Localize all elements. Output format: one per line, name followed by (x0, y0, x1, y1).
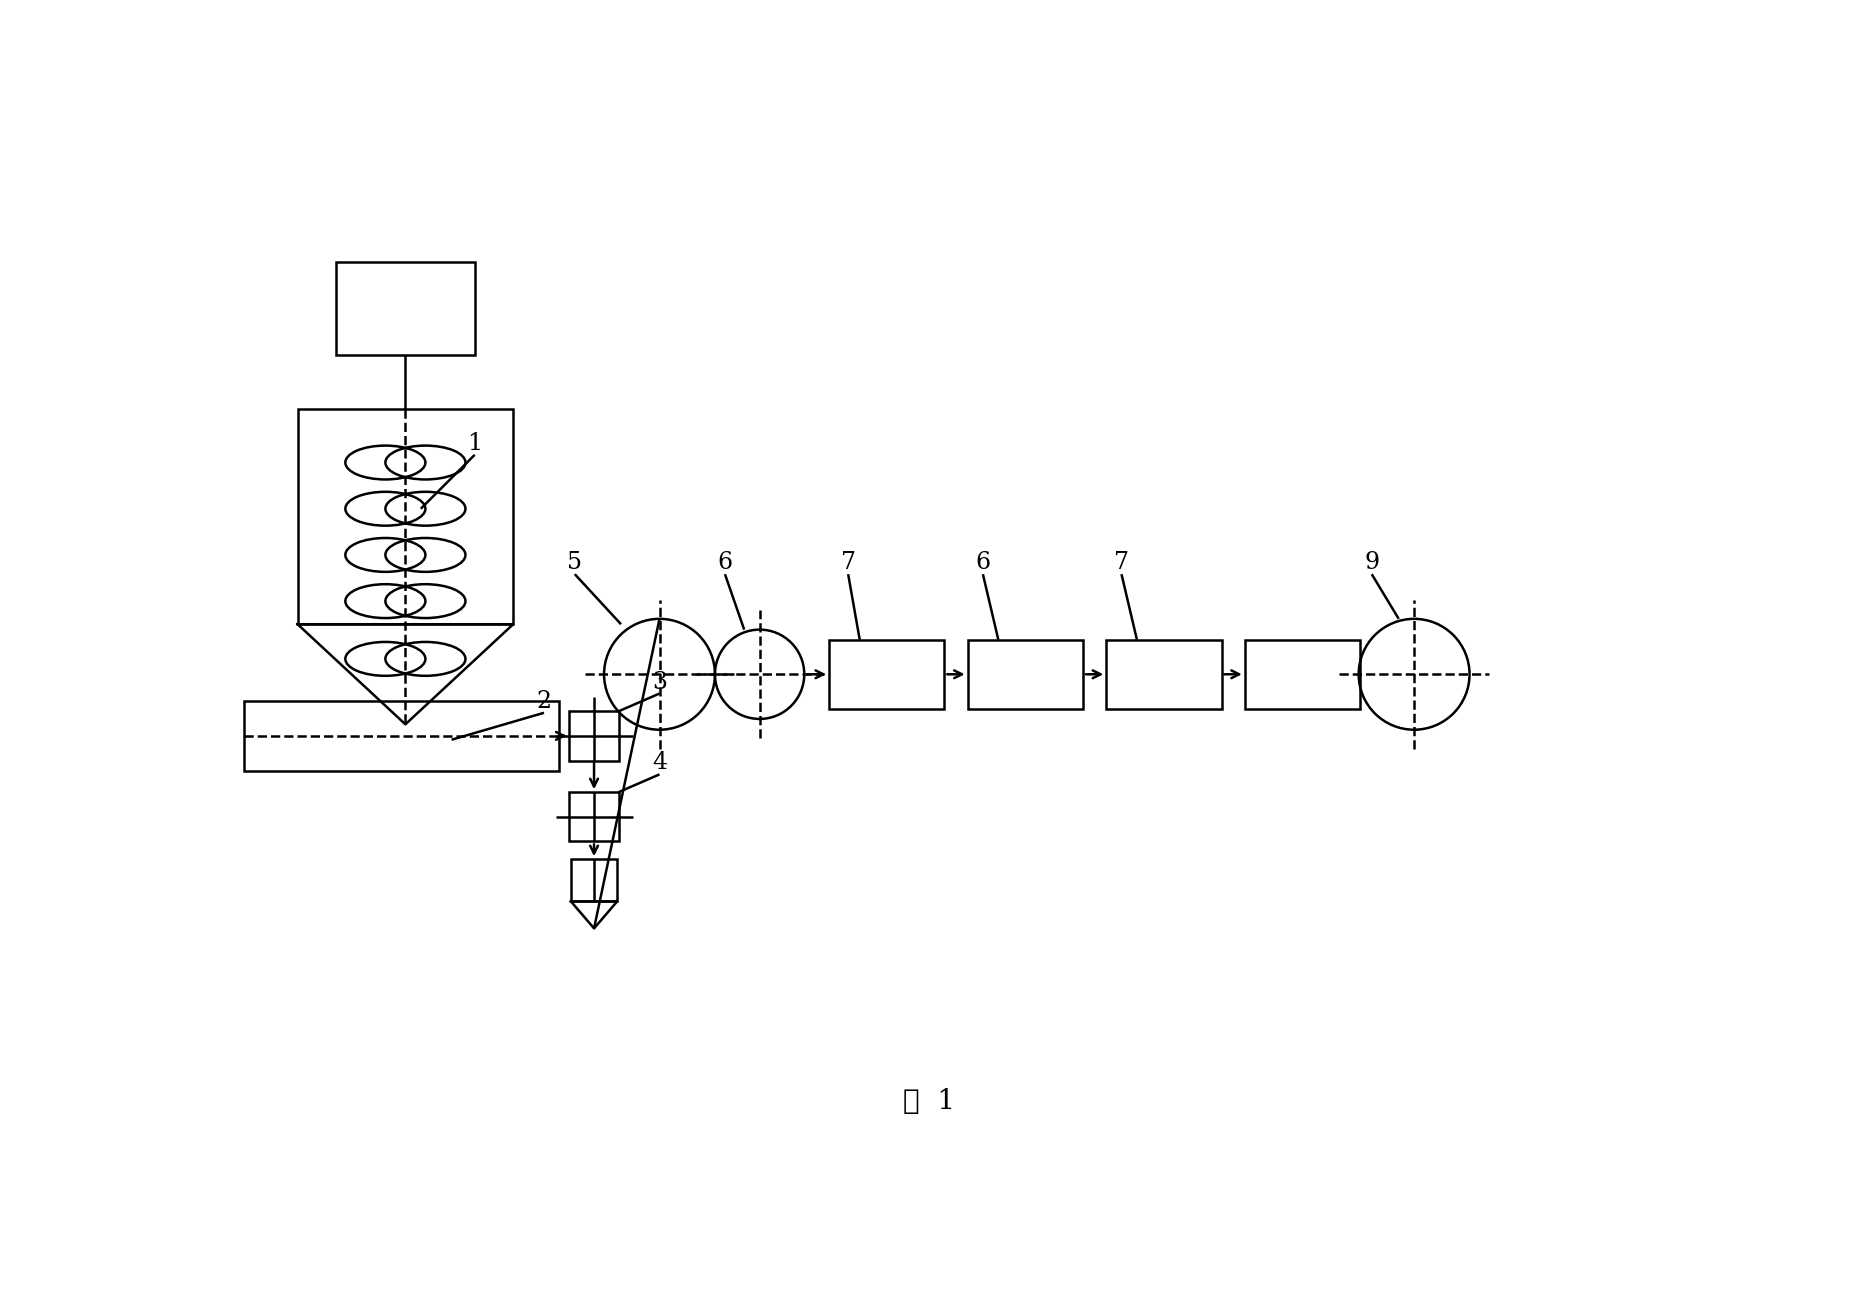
Text: 1: 1 (466, 431, 483, 455)
Text: 7: 7 (1114, 552, 1129, 574)
Bar (570, 711, 618, 761)
Text: 7: 7 (840, 552, 855, 574)
Text: 4: 4 (652, 752, 666, 774)
Bar (1107, 639, 1222, 708)
Bar (244, 702, 559, 771)
Bar (1244, 639, 1360, 708)
Text: 6: 6 (975, 552, 990, 574)
Bar (570, 792, 618, 842)
Bar (968, 639, 1083, 708)
Bar (570, 859, 616, 902)
Bar (298, 409, 513, 625)
Text: 5: 5 (566, 552, 583, 574)
Text: 图  1: 图 1 (903, 1089, 955, 1115)
Text: 2: 2 (537, 690, 552, 712)
Bar (337, 263, 474, 354)
Text: 9: 9 (1364, 552, 1379, 574)
Text: 6: 6 (718, 552, 733, 574)
Bar (829, 639, 944, 708)
Text: 3: 3 (652, 670, 666, 694)
